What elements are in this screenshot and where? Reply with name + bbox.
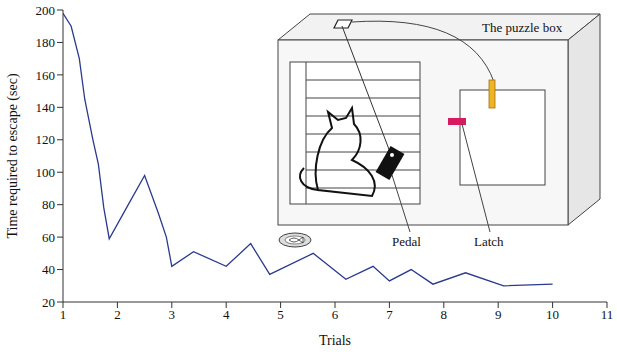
svg-text:80: 80 bbox=[42, 197, 55, 212]
svg-text:160: 160 bbox=[36, 68, 56, 83]
svg-text:Time required to escape (sec): Time required to escape (sec) bbox=[5, 73, 21, 238]
svg-text:11: 11 bbox=[601, 307, 614, 322]
svg-text:3: 3 bbox=[169, 307, 176, 322]
svg-text:Latch: Latch bbox=[474, 234, 504, 249]
svg-text:10: 10 bbox=[546, 307, 559, 322]
svg-text:40: 40 bbox=[42, 262, 55, 277]
svg-text:2: 2 bbox=[114, 307, 121, 322]
svg-text:8: 8 bbox=[441, 307, 448, 322]
svg-text:6: 6 bbox=[332, 307, 339, 322]
svg-text:180: 180 bbox=[36, 35, 56, 50]
svg-text:Pedal: Pedal bbox=[392, 234, 421, 249]
svg-text:5: 5 bbox=[277, 307, 284, 322]
svg-text:100: 100 bbox=[36, 165, 56, 180]
svg-text:20: 20 bbox=[42, 295, 55, 310]
svg-text:120: 120 bbox=[36, 132, 56, 147]
svg-text:200: 200 bbox=[36, 3, 56, 18]
svg-text:7: 7 bbox=[386, 307, 393, 322]
svg-text:1: 1 bbox=[60, 307, 67, 322]
svg-text:140: 140 bbox=[36, 100, 56, 115]
svg-text:Trials: Trials bbox=[319, 333, 351, 348]
svg-text:60: 60 bbox=[42, 230, 55, 245]
svg-text:9: 9 bbox=[495, 307, 502, 322]
svg-text:4: 4 bbox=[223, 307, 230, 322]
svg-text:The puzzle box: The puzzle box bbox=[482, 20, 563, 35]
